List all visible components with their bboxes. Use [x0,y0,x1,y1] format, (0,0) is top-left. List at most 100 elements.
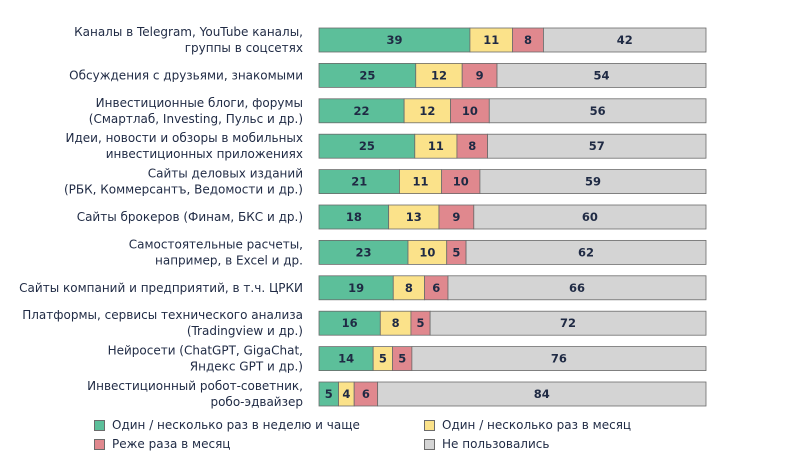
bar-value-label: 10 [453,175,469,189]
bar-value-label: 84 [534,387,550,401]
bar-segment [318,133,416,159]
bar-segment [414,133,458,159]
category-label: Каналы в Telegram, YouTube каналы, группы… [74,25,303,55]
bar-value-label: 4 [342,387,350,401]
bar-value-label: 10 [462,104,478,118]
bar-value-label: 56 [590,104,606,118]
legend-item-weekly: Один / несколько раз в неделю и чаще [94,418,360,432]
bar-value-label: 21 [351,175,367,189]
bar-value-label: 5 [379,352,387,366]
category-label: Инвестиционные блоги, форумы (Смартлаб, I… [89,96,303,126]
bar-value-label: 14 [338,352,354,366]
legend: Один / несколько раз в неделю и чаще Оди… [94,418,794,462]
category-label: Сайты компаний и предприятий, в т.ч. ЦРК… [19,281,303,295]
bar-value-label: 72 [560,316,576,330]
category-label: Нейросети (ChatGPT, GigaChat, Яндекс GPT … [108,344,303,374]
bar-value-label: 22 [354,104,370,118]
category-label: Платформы, сервисы технического анализа(… [22,308,303,338]
legend-swatch-rarely [94,438,105,450]
bar-segment [465,239,707,265]
bar-value-label: 5 [417,316,425,330]
bar-value-label: 8 [405,281,413,295]
bar-value-label: 8 [468,139,476,153]
legend-swatch-never [424,438,435,450]
bar-value-label: 12 [431,68,447,82]
bar-segment [473,204,707,230]
bar-value-label: 9 [476,68,484,82]
bar-value-label: 76 [551,352,567,366]
bar-value-label: 60 [582,210,598,224]
bar-value-label: 8 [524,33,532,47]
bar-value-label: 23 [355,245,371,259]
bar-value-label: 54 [594,68,610,82]
bar-value-label: 16 [342,316,358,330]
legend-swatch-monthly [424,419,435,431]
bar-segment [318,27,471,53]
bar-value-label: 39 [386,33,402,47]
bar-value-label: 62 [578,245,594,259]
category-label: Идеи, новости и обзоры в мобильных инвест… [65,131,303,161]
bar-value-label: 9 [452,210,460,224]
bar-value-label: 11 [428,139,444,153]
bar-segment [479,169,707,195]
legend-item-rarely: Реже раза в месяц [94,437,230,451]
legend-label-weekly: Один / несколько раз в неделю и чаще [112,418,360,432]
bar-value-label: 25 [359,139,375,153]
bar-value-label: 66 [569,281,585,295]
bar-segment [318,63,417,88]
bar-segment [461,63,498,88]
category-label: Обсуждения с друзьями, знакомыми [69,68,303,82]
bar-value-label: 59 [585,175,601,189]
bar-segment [399,169,443,195]
category-label: Сайты деловых изданий (РБК, Коммерсантъ, … [64,167,303,197]
bar-segment [392,275,425,301]
legend-item-never: Не пользовались [424,437,549,451]
category-label: Самостоятельные расчеты, например, в Exce… [129,237,303,267]
bar-value-label: 42 [617,33,633,47]
bar-segment [543,27,707,53]
legend-label-never: Не пользовались [442,437,550,451]
legend-item-monthly: Один / несколько раз в месяц [424,418,631,432]
bar-value-label: 12 [419,104,435,118]
bar-segment [388,204,440,230]
bar-value-label: 5 [398,352,406,366]
bar-segment [318,98,405,124]
bar-segment [438,204,475,230]
bar-value-label: 6 [362,387,370,401]
bar-value-label: 5 [325,387,333,401]
bar-segment [318,239,409,265]
bar-segment [318,310,381,336]
bar-value-label: 11 [483,33,499,47]
legend-label-monthly: Один / несколько раз в месяц [442,418,632,432]
bar-value-label: 11 [413,175,429,189]
bar-segment [379,310,412,336]
bar-segment [318,204,390,230]
bar-segment [512,27,544,53]
bar-value-label: 18 [346,210,362,224]
bar-segment [496,63,707,88]
bar-segment [411,346,707,372]
category-label: Сайты брокеров (Финам, БКС и др.) [77,210,303,224]
bar-segment [377,381,707,407]
bar-value-label: 5 [452,245,460,259]
bar-segment [415,63,463,88]
bar-value-label: 57 [589,139,605,153]
bar-value-label: 13 [406,210,422,224]
bar-segment [469,27,513,53]
bar-segment [441,169,481,195]
bar-segment [447,275,707,301]
bar-segment [318,169,400,195]
category-label: Инвестиционный робот-советник, робо-эдвай… [87,379,303,409]
legend-swatch-weekly [94,419,105,431]
bar-value-label: 6 [432,281,440,295]
bar-segment [487,133,707,159]
bar-segment [403,98,451,124]
bar-segment [318,346,374,372]
bar-value-label: 10 [419,245,435,259]
legend-label-rarely: Реже раза в месяц [112,437,231,451]
bar-segment [488,98,707,124]
bar-segment [429,310,707,336]
bar-value-label: 19 [348,281,364,295]
bar-value-label: 8 [392,316,400,330]
